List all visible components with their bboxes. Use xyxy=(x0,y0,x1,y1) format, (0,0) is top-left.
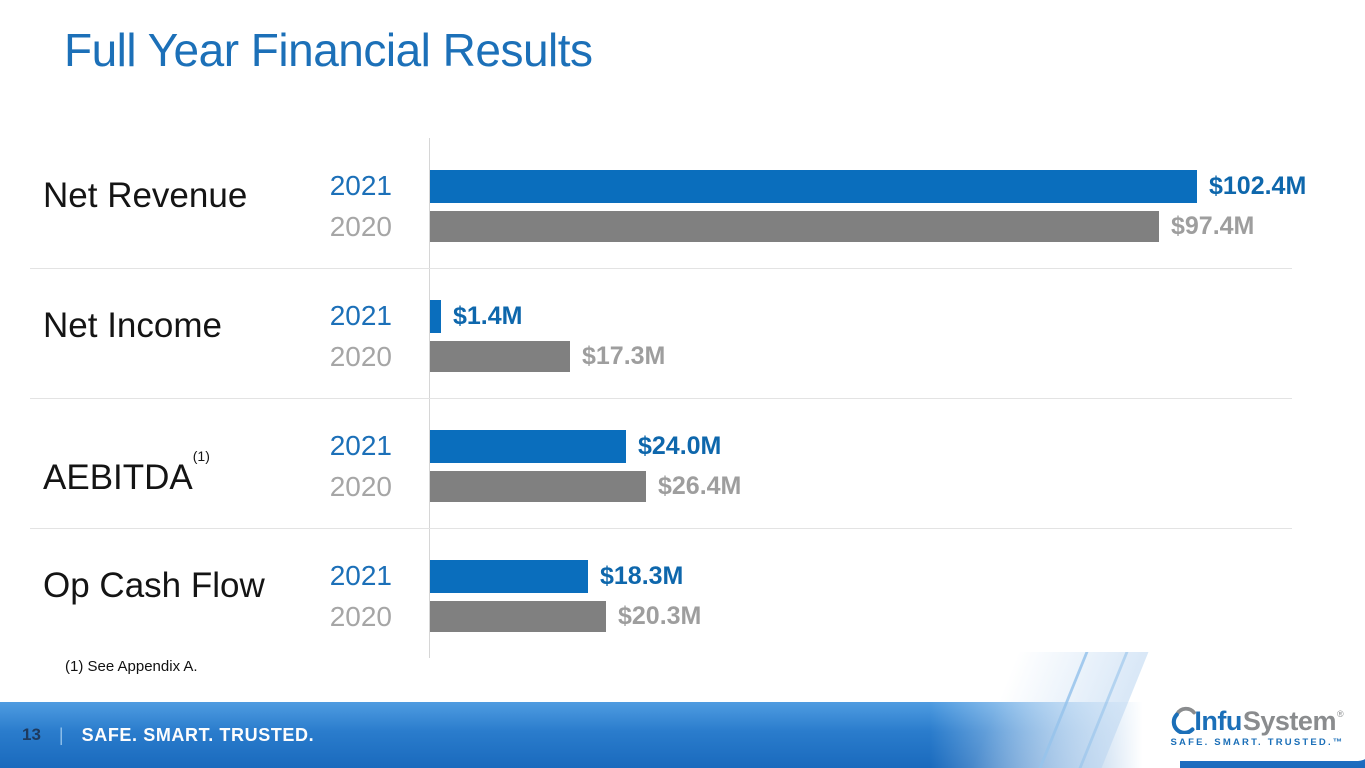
metric-superscript: (1) xyxy=(192,448,210,464)
value-label-2020: $20.3M xyxy=(618,602,702,630)
logo-text-infu: Infu xyxy=(1194,705,1242,736)
year-label-2020: 2020 xyxy=(329,601,392,632)
bar-2021 xyxy=(430,430,626,463)
value-label-2020: $26.4M xyxy=(658,472,742,500)
metric-label: Net Revenue xyxy=(43,176,248,215)
slide-title: Full Year Financial Results xyxy=(64,24,593,76)
bar-2021 xyxy=(430,560,588,593)
value-label-2021: $1.4M xyxy=(453,302,523,330)
metric-row-net-revenue: Net Revenue 2021 $102.4M 2020 $97.4M xyxy=(0,138,1365,268)
year-label-2021: 2021 xyxy=(329,560,392,591)
bar-2020 xyxy=(430,211,1159,242)
year-label-2020: 2020 xyxy=(329,211,392,242)
metric-label: Net Income xyxy=(43,306,222,345)
metric-label: AEBITDA(1) xyxy=(43,448,210,497)
footnote: (1) See Appendix A. xyxy=(65,658,198,675)
bar-2020 xyxy=(430,471,646,502)
year-label-2020: 2020 xyxy=(329,471,392,502)
metric-row-aebitda: AEBITDA(1) 2021 $24.0M 2020 $26.4M xyxy=(0,398,1365,528)
logo-wordmark: Infu System ® xyxy=(1171,705,1344,736)
value-label-2020: $17.3M xyxy=(582,342,666,370)
logo-tagline: SAFE. SMART. TRUSTED.™ xyxy=(1170,736,1345,748)
metric-label: Op Cash Flow xyxy=(43,566,265,605)
bar-2020 xyxy=(430,601,606,632)
footer-separator: | xyxy=(58,724,64,745)
year-label-2021: 2021 xyxy=(329,430,392,461)
bar-2021 xyxy=(430,300,441,333)
value-label-2021: $18.3M xyxy=(600,562,684,590)
swoosh-icon xyxy=(1172,706,1197,734)
financial-bar-chart: Net Revenue 2021 $102.4M 2020 $97.4M Net Inco… xyxy=(0,138,1365,658)
logo-text-system: System xyxy=(1242,705,1337,736)
infusystem-logo: Infu System ® SAFE. SMART. TRUSTED.™ xyxy=(1143,693,1365,761)
footer-left: 13 | SAFE. SMART. TRUSTED. xyxy=(22,702,314,768)
footer-tagline: SAFE. SMART. TRUSTED. xyxy=(81,724,315,745)
row-divider xyxy=(30,528,1292,529)
bar-2021 xyxy=(430,170,1197,203)
metric-row-op-cash-flow: Op Cash Flow 2021 $18.3M 2020 $20.3M xyxy=(0,528,1365,658)
year-label-2020: 2020 xyxy=(329,341,392,372)
page-number: 13 xyxy=(22,725,41,744)
value-label-2021: $102.4M xyxy=(1209,172,1307,200)
row-divider xyxy=(30,268,1292,269)
registered-mark: ® xyxy=(1336,708,1344,719)
metric-row-net-income: Net Income 2021 $1.4M 2020 $17.3M xyxy=(0,268,1365,398)
row-divider xyxy=(30,398,1292,399)
year-label-2021: 2021 xyxy=(329,170,392,201)
value-label-2021: $24.0M xyxy=(638,432,722,460)
value-label-2020: $97.4M xyxy=(1171,212,1255,240)
year-label-2021: 2021 xyxy=(329,300,392,331)
bar-2020 xyxy=(430,341,570,372)
